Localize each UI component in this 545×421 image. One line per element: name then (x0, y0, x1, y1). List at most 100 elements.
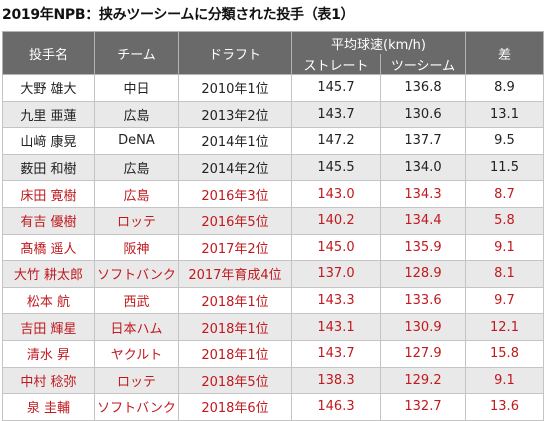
cell-team: 西武 (94, 286, 179, 315)
cell-draft: 2014年1位 (178, 127, 292, 155)
cell-twoseam: 134.0 (380, 153, 466, 182)
cell-name: 中村 稔弥 (2, 366, 95, 395)
cell-draft: 2017年育成4位 (178, 260, 292, 288)
cell-straight: 146.3 (291, 393, 381, 421)
cell-name: 薮田 和樹 (2, 153, 95, 182)
cell-draft: 2018年6位 (178, 393, 292, 421)
cell-team: ヤクルト (94, 339, 179, 368)
cell-straight: 145.0 (291, 233, 381, 262)
table-row: 有吉 優樹 ロッテ 2016年5位 140.2 134.4 5.8 (2, 206, 544, 235)
cell-straight: 137.0 (291, 260, 381, 288)
cell-team: 阪神 (94, 233, 179, 262)
cell-straight: 143.0 (291, 180, 381, 208)
header-velocity-group: 平均球速(km/h) (291, 31, 466, 54)
table-row: 薮田 和樹 広島 2014年2位 145.5 134.0 11.5 (2, 153, 544, 182)
table-row: 山﨑 康晃 DeNA 2014年1位 147.2 137.7 9.5 (2, 127, 544, 155)
cell-straight: 143.7 (291, 100, 381, 129)
cell-name: 吉田 輝星 (2, 313, 95, 341)
cell-twoseam: 133.6 (380, 286, 466, 315)
header-team: チーム (94, 31, 179, 75)
cell-twoseam: 132.7 (380, 393, 466, 421)
table-body: 大野 雄大 中日 2010年1位 145.7 136.8 8.9 九里 亜蓮 広島 2013年2… (2, 74, 544, 421)
cell-team: DeNA (94, 127, 179, 155)
table-row: 大野 雄大 中日 2010年1位 145.7 136.8 8.9 (2, 74, 544, 102)
table-row: 大竹 耕太郎 ソフトバンク 2017年育成4位 137.0 128.9 8.1 (2, 260, 544, 288)
cell-straight: 140.2 (291, 206, 381, 235)
cell-team: ロッテ (94, 366, 179, 395)
header-diff: 差 (465, 31, 544, 75)
cell-twoseam: 137.7 (380, 127, 466, 155)
cell-twoseam: 130.9 (380, 313, 466, 341)
cell-diff: 11.5 (465, 153, 544, 182)
cell-diff: 9.1 (465, 233, 544, 262)
cell-team: 中日 (94, 74, 179, 102)
cell-diff: 15.8 (465, 339, 544, 368)
cell-twoseam: 127.9 (380, 339, 466, 368)
cell-name: 松本 航 (2, 286, 95, 315)
cell-twoseam: 130.6 (380, 100, 466, 129)
table-row: 中村 稔弥 ロッテ 2018年5位 138.3 129.2 9.1 (2, 366, 544, 395)
cell-name: 大竹 耕太郎 (2, 260, 95, 288)
cell-straight: 143.3 (291, 286, 381, 315)
cell-team: 日本ハム (94, 313, 179, 341)
cell-draft: 2013年2位 (178, 100, 292, 129)
header-draft: ドラフト (178, 31, 292, 75)
cell-team: ロッテ (94, 206, 179, 235)
cell-draft: 2017年2位 (178, 233, 292, 262)
table-title: 2019年NPB：挟みツーシームに分類された投手（表1） (2, 7, 355, 23)
cell-diff: 12.1 (465, 313, 544, 341)
cell-draft: 2018年1位 (178, 286, 292, 315)
cell-diff: 8.9 (465, 74, 544, 102)
cell-team: 広島 (94, 153, 179, 182)
cell-draft: 2010年1位 (178, 74, 292, 102)
cell-straight: 138.3 (291, 366, 381, 395)
cell-twoseam: 134.4 (380, 206, 466, 235)
cell-straight: 143.1 (291, 313, 381, 341)
cell-team: 広島 (94, 180, 179, 208)
cell-diff: 9.1 (465, 366, 544, 395)
cell-twoseam: 129.2 (380, 366, 466, 395)
cell-draft: 2018年1位 (178, 313, 292, 341)
cell-straight: 145.7 (291, 74, 381, 102)
cell-twoseam: 136.8 (380, 74, 466, 102)
table-row: 清水 昇ヤクルト 2018年1位 143.7 127.9 15.8 (2, 339, 544, 368)
header-straight: ストレート (291, 54, 381, 75)
table-row: 松本 航西武 2018年1位 143.3 133.6 9.7 (2, 286, 544, 315)
table-header: 投手名 チーム ドラフト 平均球速(km/h) 差 ストレート ツーシーム (2, 31, 544, 75)
cell-diff: 13.6 (465, 393, 544, 421)
cell-name: 九里 亜蓮 (2, 100, 95, 129)
cell-straight: 145.5 (291, 153, 381, 182)
cell-diff: 9.7 (465, 286, 544, 315)
header-twoseam: ツーシーム (380, 54, 466, 75)
cell-name: 床田 寛樹 (2, 180, 95, 208)
cell-twoseam: 135.9 (380, 233, 466, 262)
cell-draft: 2018年1位 (178, 339, 292, 368)
header-name: 投手名 (2, 31, 95, 75)
cell-name: 有吉 優樹 (2, 206, 95, 235)
table-row: 髙橋 遥人 阪神 2017年2位 145.0 135.9 9.1 (2, 233, 544, 262)
cell-draft: 2016年3位 (178, 180, 292, 208)
table-row: 泉 圭輔 ソフトバンク 2018年6位 146.3 132.7 13.6 (2, 393, 544, 421)
cell-diff: 8.1 (465, 260, 544, 288)
cell-name: 大野 雄大 (2, 74, 95, 102)
cell-twoseam: 134.3 (380, 180, 466, 208)
cell-name: 山﨑 康晃 (2, 127, 95, 155)
table-row: 吉田 輝星 日本ハム 2018年1位 143.1 130.9 12.1 (2, 313, 544, 341)
cell-straight: 143.7 (291, 339, 381, 368)
cell-name: 髙橋 遥人 (2, 233, 95, 262)
cell-name: 泉 圭輔 (2, 393, 95, 421)
pitcher-table: 投手名 チーム ドラフト 平均球速(km/h) 差 ストレート ツーシーム 大野… (2, 31, 544, 421)
cell-straight: 147.2 (291, 127, 381, 155)
cell-draft: 2018年5位 (178, 366, 292, 395)
table-row: 床田 寛樹 広島 2016年3位 143.0 134.3 8.7 (2, 180, 544, 208)
cell-diff: 13.1 (465, 100, 544, 129)
cell-team: ソフトバンク (94, 393, 179, 421)
cell-diff: 5.8 (465, 206, 544, 235)
cell-name: 清水 昇 (2, 339, 95, 368)
cell-team: ソフトバンク (94, 260, 179, 288)
cell-team: 広島 (94, 100, 179, 129)
table-row: 九里 亜蓮 広島 2013年2位 143.7 130.6 13.1 (2, 100, 544, 129)
cell-draft: 2014年2位 (178, 153, 292, 182)
cell-draft: 2016年5位 (178, 206, 292, 235)
cell-twoseam: 128.9 (380, 260, 466, 288)
